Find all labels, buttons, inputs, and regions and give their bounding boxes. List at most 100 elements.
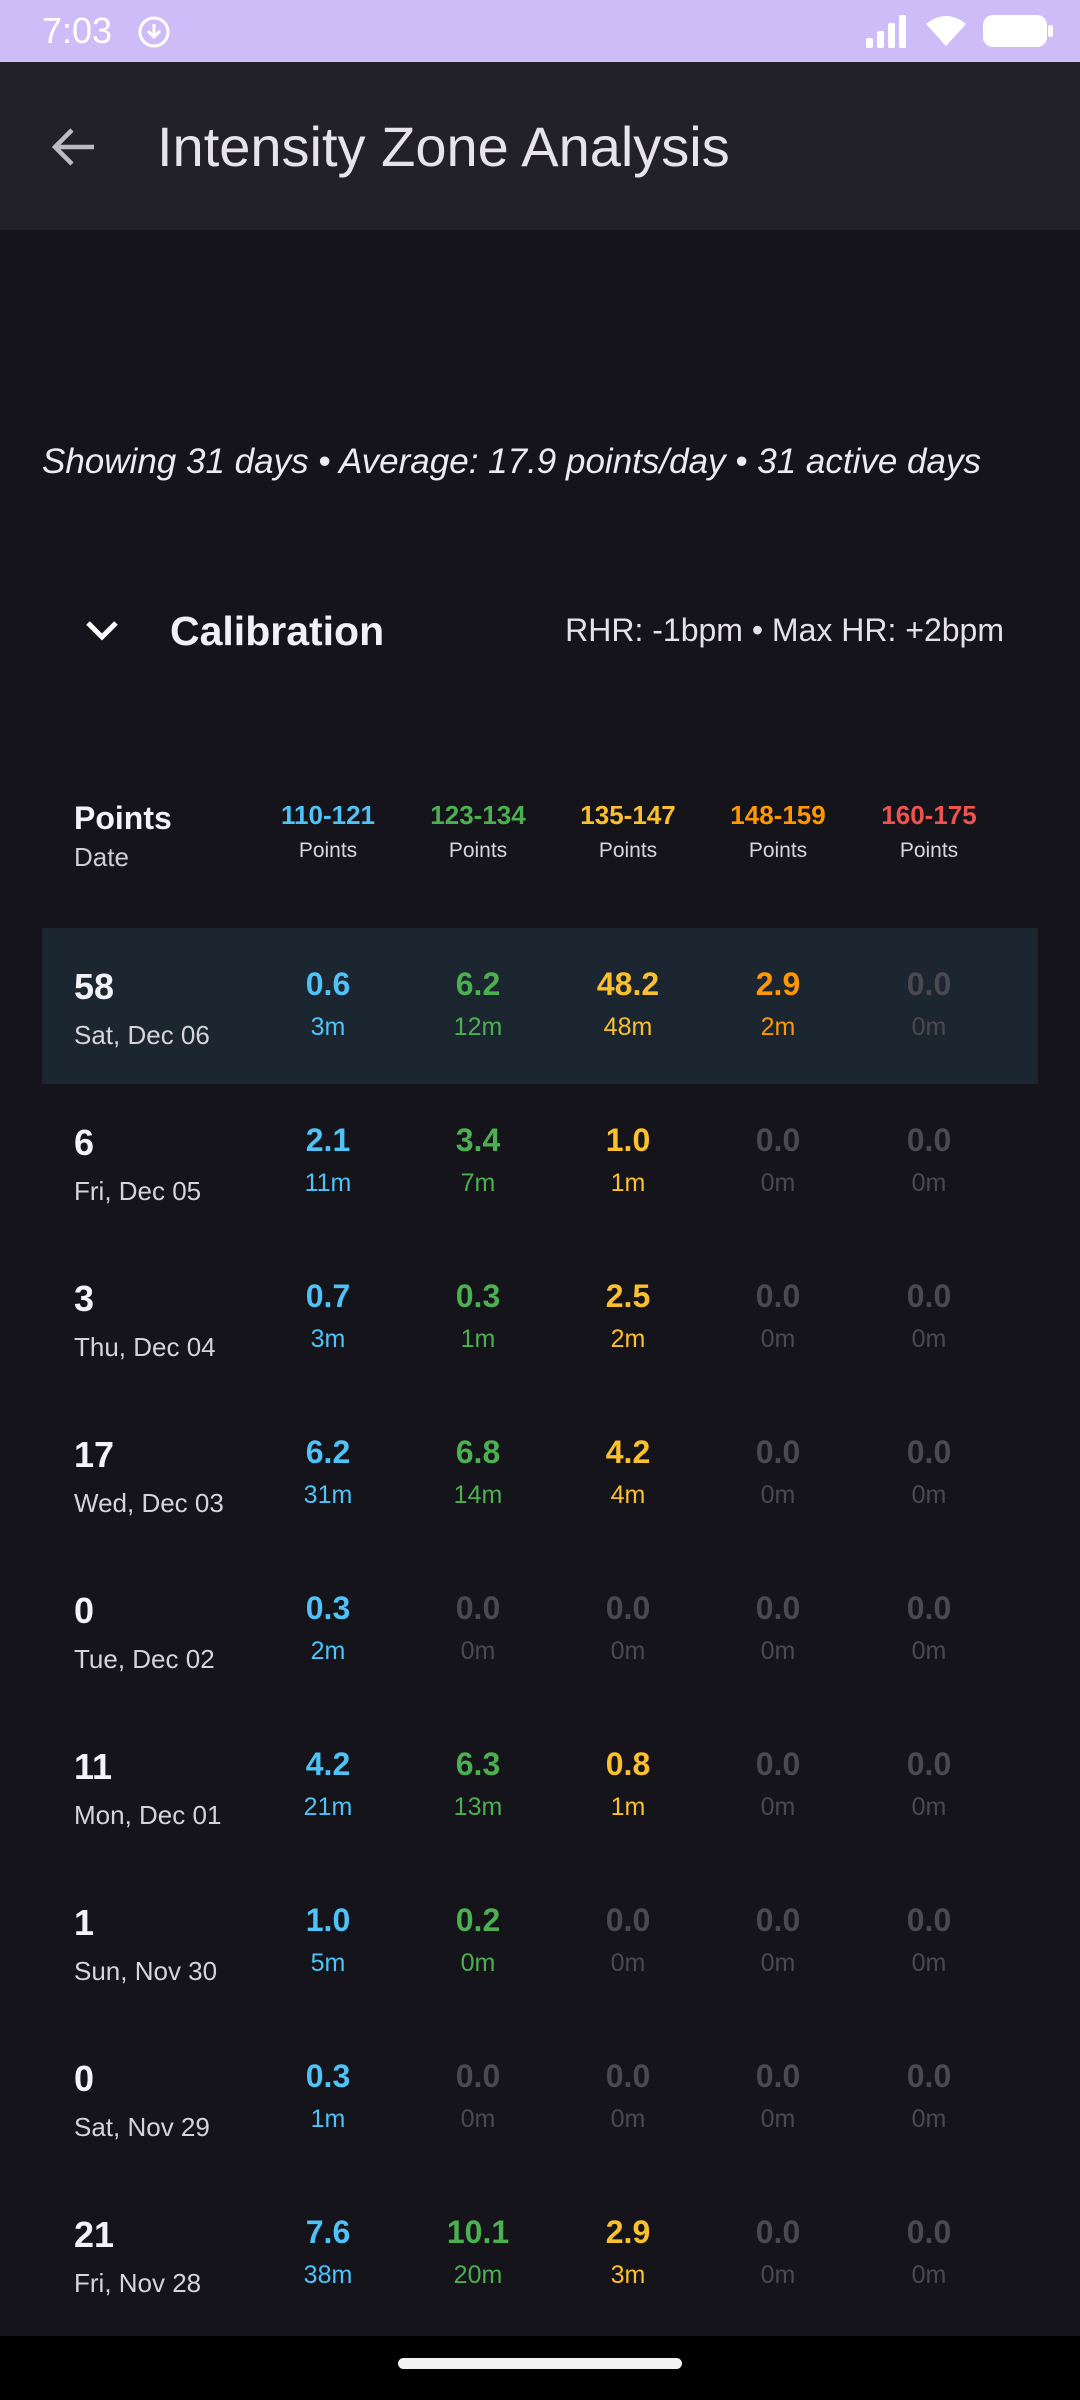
header-points: Points xyxy=(74,800,172,836)
back-button[interactable] xyxy=(38,112,108,182)
row-total: 21 xyxy=(74,2214,115,2255)
zone-points: 0.0 xyxy=(755,1590,801,1626)
status-time: 7:03 xyxy=(42,10,113,51)
zone-minutes: 11m xyxy=(304,1169,352,1197)
zone-cell: 0.2 0m xyxy=(403,1902,553,1978)
table-row[interactable]: 58 Sat, Dec 06 0.6 3m 6.2 12m 48.2 48m 2.9 2… xyxy=(42,928,1038,1084)
zone-points: 6.8 xyxy=(455,1434,501,1470)
zone-cell: 0.8 1m xyxy=(553,1746,703,1822)
zone-points: 6.2 xyxy=(455,966,501,1002)
summary-text: Showing 31 days • Average: 17.9 points/d… xyxy=(42,442,981,481)
zone-minutes: 14m xyxy=(453,1481,503,1509)
zone-range: 135-147 xyxy=(580,800,676,830)
zone-cell: 2.1 11m xyxy=(253,1122,403,1198)
zone-points: 4.2 xyxy=(605,1434,651,1470)
zone-minutes: 0m xyxy=(760,1169,796,1197)
arrow-left-icon xyxy=(51,128,94,166)
zone-points: 0.0 xyxy=(755,1278,801,1314)
zone-cell: 0.0 0m xyxy=(703,1590,853,1666)
zone-points: 0.0 xyxy=(906,1746,952,1782)
zone-points: 1.0 xyxy=(605,1122,651,1158)
zone-minutes: 0m xyxy=(610,1637,646,1665)
zone-header-2: 123-134 Points xyxy=(403,800,553,863)
zone-cell: 0.0 0m xyxy=(703,1746,853,1822)
zone-sub: Points xyxy=(448,839,508,862)
zone-cell: 0.0 0m xyxy=(854,1902,1004,1978)
zone-cell: 3.4 7m xyxy=(403,1122,553,1198)
zone-cell: 0.0 0m xyxy=(553,1590,703,1666)
zone-minutes: 13m xyxy=(453,1793,503,1821)
zone-cell: 0.0 0m xyxy=(854,1434,1004,1510)
zone-points: 10.1 xyxy=(446,2214,510,2250)
zone-minutes: 48m xyxy=(603,1013,653,1041)
zone-cell: 0.3 1m xyxy=(403,1278,553,1354)
zone-points: 0.0 xyxy=(755,1122,801,1158)
table-row[interactable]: 3 Thu, Dec 04 0.7 3m 0.3 1m 2.5 2m 0.0 0m 0.… xyxy=(42,1240,1038,1396)
zone-minutes: 0m xyxy=(911,2261,947,2289)
table-row[interactable]: 6 Fri, Dec 05 2.1 11m 3.4 7m 1.0 1m 0.0 0m 0… xyxy=(42,1084,1038,1240)
zone-points: 0.0 xyxy=(906,2214,952,2250)
zone-minutes: 0m xyxy=(610,2105,646,2133)
battery-icon xyxy=(983,15,1053,47)
zone-cell: 6.8 14m xyxy=(403,1434,553,1510)
zone-header-4: 148-159 Points xyxy=(703,800,853,863)
zone-minutes: 1m xyxy=(610,1169,646,1197)
zone-cell: 6.2 31m xyxy=(253,1434,403,1510)
zone-minutes: 4m xyxy=(610,1481,646,1509)
zone-range: 160-175 xyxy=(881,800,977,830)
table-row[interactable]: 21 Fri, Nov 28 7.6 38m 10.1 20m 2.9 3m 0.0 0… xyxy=(42,2176,1038,2332)
zone-sub: Points xyxy=(298,839,358,862)
zone-points: 0.0 xyxy=(906,966,952,1002)
zone-header-1: 110-121 Points xyxy=(253,800,403,863)
zone-cell: 0.0 0m xyxy=(854,1590,1004,1666)
zone-minutes: 0m xyxy=(911,1169,947,1197)
table-row[interactable]: 1 Sun, Nov 30 1.0 5m 0.2 0m 0.0 0m 0.0 0m 0.… xyxy=(42,1864,1038,2020)
zone-cell: 0.6 3m xyxy=(253,966,403,1042)
zone-cell: 0.0 0m xyxy=(553,1902,703,1978)
calibration-title: Calibration xyxy=(170,608,385,654)
zone-points: 0.0 xyxy=(755,1746,801,1782)
zone-cell: 6.3 13m xyxy=(403,1746,553,1822)
row-total: 17 xyxy=(74,1434,115,1475)
zone-cell: 48.2 48m xyxy=(553,966,703,1042)
row-date: Fri, Nov 28 xyxy=(74,2268,202,2298)
table-row[interactable]: 11 Mon, Dec 01 4.2 21m 6.3 13m 0.8 1m 0.0 0m… xyxy=(42,1708,1038,1864)
zone-minutes: 2m xyxy=(760,1013,796,1041)
zone-points: 0.0 xyxy=(455,2058,501,2094)
zone-cell: 2.9 3m xyxy=(553,2214,703,2290)
zone-minutes: 0m xyxy=(760,1793,796,1821)
zone-points: 0.0 xyxy=(755,1902,801,1938)
zone-minutes: 2m xyxy=(610,1325,646,1353)
table-row[interactable]: 0 Tue, Dec 02 0.3 2m 0.0 0m 0.0 0m 0.0 0m 0.… xyxy=(42,1552,1038,1708)
app-bar: Intensity Zone Analysis xyxy=(0,62,1080,230)
zone-cell: 0.0 0m xyxy=(403,2058,553,2134)
zone-cell: 0.7 3m xyxy=(253,1278,403,1354)
table-row[interactable]: 0 Sat, Nov 29 0.3 1m 0.0 0m 0.0 0m 0.0 0m 0.… xyxy=(42,2020,1038,2176)
zone-minutes: 21m xyxy=(303,1793,353,1821)
zone-cell: 1.0 1m xyxy=(553,1122,703,1198)
calibration-toggle[interactable]: Calibration RHR: -1bpm • Max HR: +2bpm xyxy=(60,590,1020,670)
zone-minutes: 0m xyxy=(760,1481,796,1509)
row-total: 0 xyxy=(74,1590,95,1631)
zone-cell: 4.2 4m xyxy=(553,1434,703,1510)
zone-cell: 2.5 2m xyxy=(553,1278,703,1354)
row-date: Sun, Nov 30 xyxy=(74,1956,218,1986)
home-handle[interactable] xyxy=(398,2358,682,2369)
zone-cell: 0.0 0m xyxy=(854,966,1004,1042)
zone-points: 0.0 xyxy=(755,2214,801,2250)
zone-minutes: 1m xyxy=(460,1325,496,1353)
zone-points: 3.4 xyxy=(455,1122,501,1158)
zone-points: 0.0 xyxy=(605,1590,651,1626)
header-date: Date xyxy=(74,842,129,872)
zone-minutes: 0m xyxy=(760,1325,796,1353)
day-list: 58 Sat, Dec 06 0.6 3m 6.2 12m 48.2 48m 2.9 2… xyxy=(42,928,1038,2332)
zone-points: 0.0 xyxy=(906,2058,952,2094)
row-total: 58 xyxy=(74,966,115,1007)
zone-sub: Points xyxy=(748,839,808,862)
download-icon xyxy=(138,16,170,48)
zone-range: 123-134 xyxy=(430,800,526,830)
zone-points: 7.6 xyxy=(305,2214,351,2250)
row-date: Thu, Dec 04 xyxy=(74,1332,216,1362)
table-row[interactable]: 17 Wed, Dec 03 6.2 31m 6.8 14m 4.2 4m 0.0 0m… xyxy=(42,1396,1038,1552)
zone-points: 0.0 xyxy=(755,2058,801,2094)
